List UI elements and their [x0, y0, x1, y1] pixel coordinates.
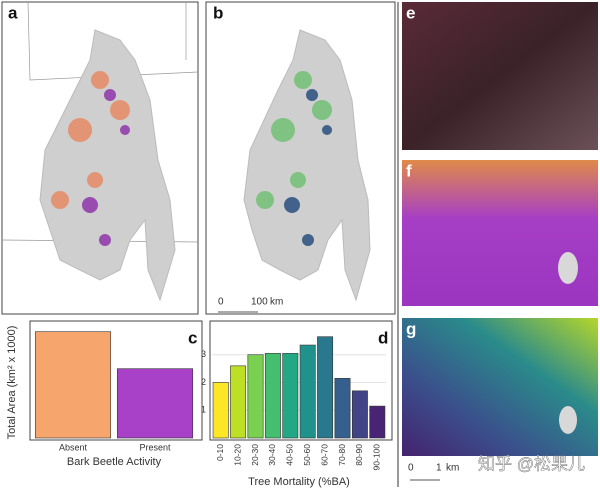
map-b: [205, 1, 396, 315]
x-tick-label: 80-90: [354, 444, 364, 466]
bar: [351, 390, 368, 439]
bar: [230, 365, 247, 439]
panel-label: a: [8, 3, 18, 22]
scale-unit: km: [270, 297, 283, 308]
y-tick-label: 1: [201, 405, 206, 415]
panel-label: g: [406, 319, 416, 338]
panel-label: c: [188, 328, 197, 347]
x-tick-label: 70-80: [337, 444, 347, 466]
image-e: [402, 2, 598, 150]
x-tick-label: 90-100: [372, 444, 382, 471]
bar: [247, 354, 264, 439]
bar: [282, 353, 299, 439]
scale-zero: 0: [408, 463, 414, 474]
y-tick-label: 2: [201, 377, 206, 387]
image-f: [402, 160, 598, 306]
panel-label: e: [406, 3, 415, 22]
x-tick-label: 30-40: [267, 444, 277, 466]
x-axis-label: Bark Beetle Activity: [67, 456, 162, 468]
x-tick-label: 10-20: [232, 444, 242, 466]
bar: [116, 368, 194, 439]
image-patch: [559, 406, 577, 434]
x-tick-label: 20-30: [250, 444, 260, 466]
scale-unit: km: [446, 463, 459, 474]
map-overlay: [51, 71, 130, 209]
scale-end: 100: [251, 297, 268, 308]
panel-label: b: [213, 3, 223, 22]
map-overlay: [256, 71, 332, 209]
y-axis-label: Total Area (km² x 1000): [6, 326, 18, 440]
panel-label: d: [378, 328, 388, 347]
scale-end: 1: [436, 463, 442, 474]
bar: [264, 353, 281, 439]
x-tick-label: 60-70: [319, 444, 329, 466]
bar: [369, 405, 386, 439]
bar: [34, 331, 112, 439]
x-tick-label: Absent: [59, 442, 88, 452]
x-tick-label: 40-50: [285, 444, 295, 466]
map-shape: [243, 29, 371, 302]
bar: [299, 344, 316, 439]
x-tick-label: Present: [139, 442, 171, 452]
scale-zero: 0: [218, 297, 224, 308]
x-axis-label: Tree Mortality (%BA): [248, 476, 350, 488]
map-a: [1, 1, 199, 315]
map-shape: [39, 29, 176, 302]
bar: [212, 382, 229, 439]
state-line: [27, 1, 199, 81]
panel-label: f: [406, 161, 412, 180]
image-patch: [558, 252, 578, 284]
map-overlay: [82, 89, 130, 246]
x-tick-label: 0-10: [215, 444, 225, 461]
y-tick-label: 3: [201, 349, 206, 359]
map-overlay: [284, 89, 332, 246]
watermark: 知乎 @松果儿: [478, 454, 585, 473]
x-tick-label: 50-60: [302, 444, 312, 466]
image-g: [402, 318, 598, 456]
bar: [334, 378, 351, 439]
bar: [317, 336, 334, 439]
